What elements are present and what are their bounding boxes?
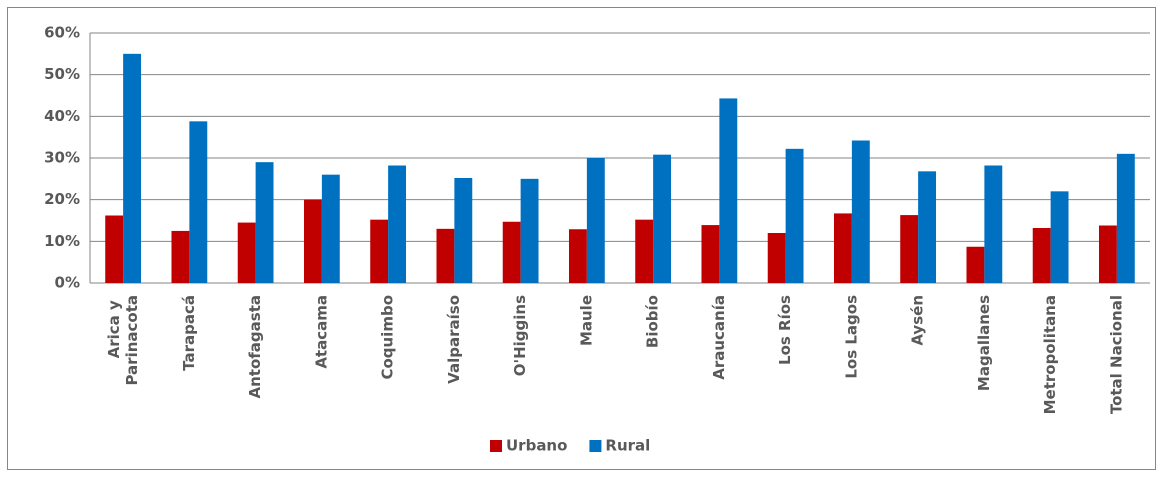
x-tick-label: O'Higgins bbox=[511, 295, 529, 376]
x-tick-label: Metropolitana bbox=[1041, 295, 1059, 414]
chart-border bbox=[7, 7, 1156, 470]
y-tick-label: 50% bbox=[44, 65, 80, 83]
x-tick-label: Biobío bbox=[644, 295, 662, 348]
bar bbox=[388, 165, 407, 283]
bar bbox=[454, 178, 473, 283]
bar bbox=[719, 98, 738, 284]
x-tick-label: Atacama bbox=[312, 295, 330, 369]
y-tick-label: 60% bbox=[44, 24, 80, 42]
x-tick-label: Valparaíso bbox=[445, 295, 463, 384]
bar bbox=[833, 213, 852, 283]
bar bbox=[785, 148, 804, 283]
x-tick-label: Magallanes bbox=[975, 295, 993, 391]
bar bbox=[502, 221, 521, 283]
bar bbox=[105, 215, 124, 283]
x-tick-label: Los Ríos bbox=[776, 295, 794, 365]
bar bbox=[966, 246, 985, 283]
x-tick-label: Araucanía bbox=[710, 295, 728, 380]
bar bbox=[1032, 228, 1051, 283]
bar bbox=[520, 178, 539, 283]
legend-label: Urbano bbox=[506, 437, 567, 455]
bar bbox=[568, 229, 587, 283]
bar bbox=[1098, 225, 1117, 283]
y-tick-label: 30% bbox=[44, 149, 80, 167]
bar bbox=[237, 222, 256, 283]
y-tick-label: 0% bbox=[55, 274, 80, 292]
bar bbox=[171, 230, 190, 283]
bar bbox=[1050, 191, 1069, 283]
x-tick-label: Aysén bbox=[909, 295, 927, 346]
x-tick-label: Antofagasta bbox=[246, 295, 264, 399]
y-tick-label: 10% bbox=[44, 232, 80, 250]
y-tick-label: 40% bbox=[44, 107, 80, 125]
bar bbox=[900, 215, 919, 283]
bar bbox=[123, 53, 142, 284]
x-tick-label: Los Lagos bbox=[842, 295, 860, 379]
x-tick-label: Tarapacá bbox=[180, 295, 198, 371]
bar bbox=[1116, 153, 1135, 283]
bar bbox=[255, 162, 274, 283]
bar bbox=[189, 121, 208, 283]
bar bbox=[635, 219, 654, 283]
x-tick-label: Total Nacional bbox=[1107, 295, 1125, 414]
x-tick-label: Coquimbo bbox=[379, 295, 397, 380]
bar bbox=[653, 154, 672, 283]
legend-label: Rural bbox=[605, 437, 650, 455]
x-tick-label: Maule bbox=[577, 295, 595, 346]
bar bbox=[321, 174, 340, 283]
bar bbox=[586, 158, 605, 283]
bar bbox=[303, 199, 322, 283]
bar bbox=[370, 219, 389, 283]
bar bbox=[701, 225, 720, 283]
legend-swatch bbox=[589, 440, 602, 452]
bar bbox=[918, 171, 937, 283]
legend-swatch bbox=[490, 440, 502, 452]
bar bbox=[851, 140, 870, 283]
bar bbox=[436, 228, 455, 283]
bar bbox=[767, 233, 786, 283]
y-tick-label: 20% bbox=[44, 190, 80, 208]
bar bbox=[984, 165, 1003, 283]
x-tick-label: Arica y Parinacota bbox=[105, 295, 141, 386]
